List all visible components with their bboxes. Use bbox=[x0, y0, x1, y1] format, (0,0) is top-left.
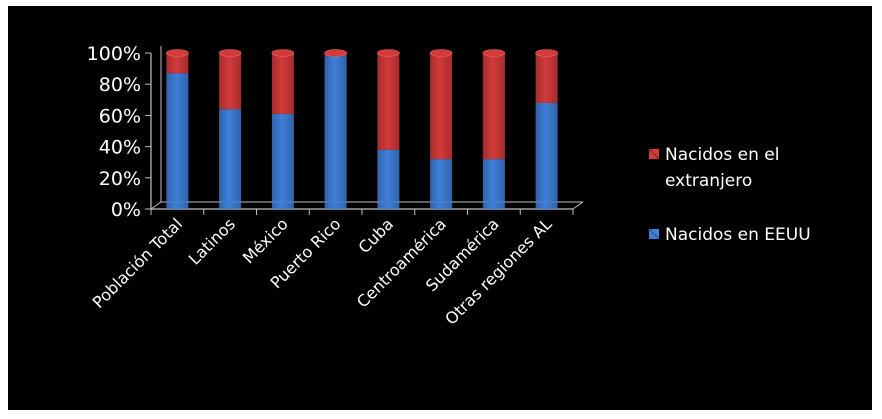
y-tick-label: 100% bbox=[87, 43, 141, 65]
bar-segment bbox=[271, 53, 294, 114]
bar-segment bbox=[219, 109, 242, 209]
y-tick-label: 80% bbox=[99, 74, 141, 96]
bar-top-cap bbox=[377, 49, 400, 57]
bar-top-cap bbox=[482, 49, 506, 57]
bar-segment bbox=[377, 149, 400, 209]
bar-segment bbox=[271, 113, 294, 209]
bar-segment bbox=[430, 53, 453, 160]
floor-edge-right bbox=[572, 201, 584, 210]
floor-edge-left bbox=[150, 201, 162, 210]
bar-segment bbox=[166, 73, 189, 209]
bar-segment bbox=[377, 53, 400, 150]
x-tick-label: Cuba bbox=[355, 214, 398, 257]
legend-label: extranjero bbox=[665, 171, 752, 191]
bar-segment bbox=[324, 56, 347, 210]
bar-top-cap bbox=[271, 49, 295, 57]
bar-top-cap bbox=[429, 49, 453, 57]
x-tick-label: Latinos bbox=[185, 214, 239, 268]
legend-swatch-shade bbox=[648, 228, 660, 240]
stacked-bar-chart: 0% 20% 40% 60% 80% 100% Población TotalLatinos… bbox=[87, 43, 811, 329]
legend-label: Nacidos en el bbox=[665, 145, 779, 165]
bar-segment bbox=[430, 159, 453, 209]
chart-area: 0% 20% 40% 60% 80% 100% Población Total Latinos… bbox=[8, 6, 872, 410]
bar-segment bbox=[219, 53, 242, 110]
bar-segment bbox=[535, 53, 558, 103]
x-tick-label: México bbox=[239, 214, 292, 267]
legend-swatch bbox=[649, 149, 659, 159]
y-tick-label: 0% bbox=[111, 199, 141, 221]
x-tick-label: Población Total bbox=[89, 214, 187, 312]
bar-segment bbox=[166, 53, 189, 74]
legend-label: Nacidos en EEUU bbox=[665, 225, 811, 245]
legend-swatch-shade bbox=[648, 148, 660, 160]
bar-top-cap bbox=[218, 49, 242, 57]
y-tick-label: 40% bbox=[99, 137, 141, 159]
bar-segment bbox=[482, 159, 505, 209]
bar-segment bbox=[535, 102, 558, 209]
bar-top-cap bbox=[166, 49, 189, 57]
y-tick-label: 20% bbox=[99, 168, 141, 190]
bar-segment bbox=[482, 53, 505, 160]
y-tick-label: 60% bbox=[99, 105, 141, 127]
x-tick-label: Centroamérica bbox=[353, 214, 450, 311]
bar-top-cap bbox=[324, 49, 347, 57]
legend-swatch bbox=[649, 229, 659, 239]
bar-top-cap bbox=[535, 49, 558, 57]
